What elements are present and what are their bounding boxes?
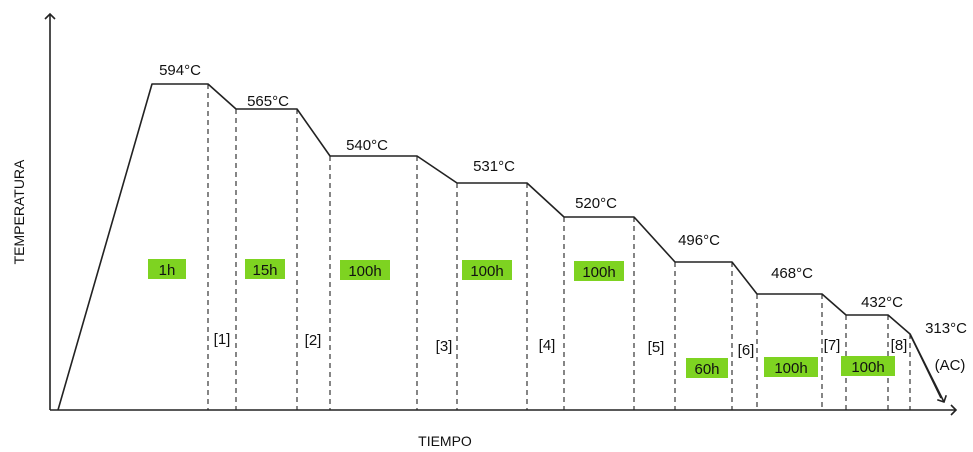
duration-label: 100h bbox=[582, 264, 615, 281]
duration-badge: 100h bbox=[764, 357, 818, 377]
hold-temperature-label: 520°C bbox=[575, 195, 617, 212]
step-label: [7] bbox=[824, 337, 841, 354]
hold-temperature-label: 540°C bbox=[346, 137, 388, 154]
duration-badge: 100h bbox=[841, 356, 895, 376]
hold-temperature-label: 496°C bbox=[678, 232, 720, 249]
y-axis-label: TEMPERATURA bbox=[11, 159, 27, 264]
step-label: [3] bbox=[436, 338, 453, 355]
duration-label: 100h bbox=[348, 263, 381, 280]
step-label: [6] bbox=[738, 342, 755, 359]
duration-badge-bg bbox=[764, 357, 818, 377]
duration-badge-bg bbox=[462, 260, 512, 280]
step-label: [2] bbox=[305, 332, 322, 349]
duration-label: 1h bbox=[159, 262, 176, 279]
step-label: [1] bbox=[214, 331, 231, 348]
step-label: [8] bbox=[891, 337, 908, 354]
hold-temperature-label: 468°C bbox=[771, 265, 813, 282]
duration-label: 100h bbox=[470, 263, 503, 280]
step-label: [5] bbox=[648, 339, 665, 356]
x-axis-label: TIEMPO bbox=[418, 433, 472, 449]
duration-badge: 15h bbox=[245, 259, 285, 279]
duration-badge-bg bbox=[686, 358, 728, 378]
duration-badge-bg bbox=[340, 260, 390, 280]
duration-label: 100h bbox=[851, 359, 884, 376]
duration-badge: 100h bbox=[574, 261, 624, 281]
hold-temperature-label: 531°C bbox=[473, 158, 515, 175]
step-label: [4] bbox=[539, 337, 556, 354]
hold-temperature-label: 594°C bbox=[159, 62, 201, 79]
duration-badge-bg bbox=[841, 356, 895, 376]
duration-label: 15h bbox=[252, 262, 277, 279]
duration-badge-bg bbox=[148, 259, 186, 279]
duration-label: 60h bbox=[694, 361, 719, 378]
final-cooling-arrow bbox=[909, 333, 947, 404]
hold-temperature-label: 432°C bbox=[861, 294, 903, 311]
duration-label: 100h bbox=[774, 360, 807, 377]
hold-temperature-label: 565°C bbox=[247, 93, 289, 110]
duration-badge-bg bbox=[574, 261, 624, 281]
duration-badge: 100h bbox=[340, 260, 390, 280]
final-temperature-label: 313°C bbox=[925, 320, 967, 337]
final-cooling-note: (AC) bbox=[935, 357, 966, 374]
duration-badge-bg bbox=[245, 259, 285, 279]
duration-badge: 100h bbox=[462, 260, 512, 280]
duration-badge: 1h bbox=[148, 259, 186, 279]
duration-badge: 60h bbox=[686, 358, 728, 378]
